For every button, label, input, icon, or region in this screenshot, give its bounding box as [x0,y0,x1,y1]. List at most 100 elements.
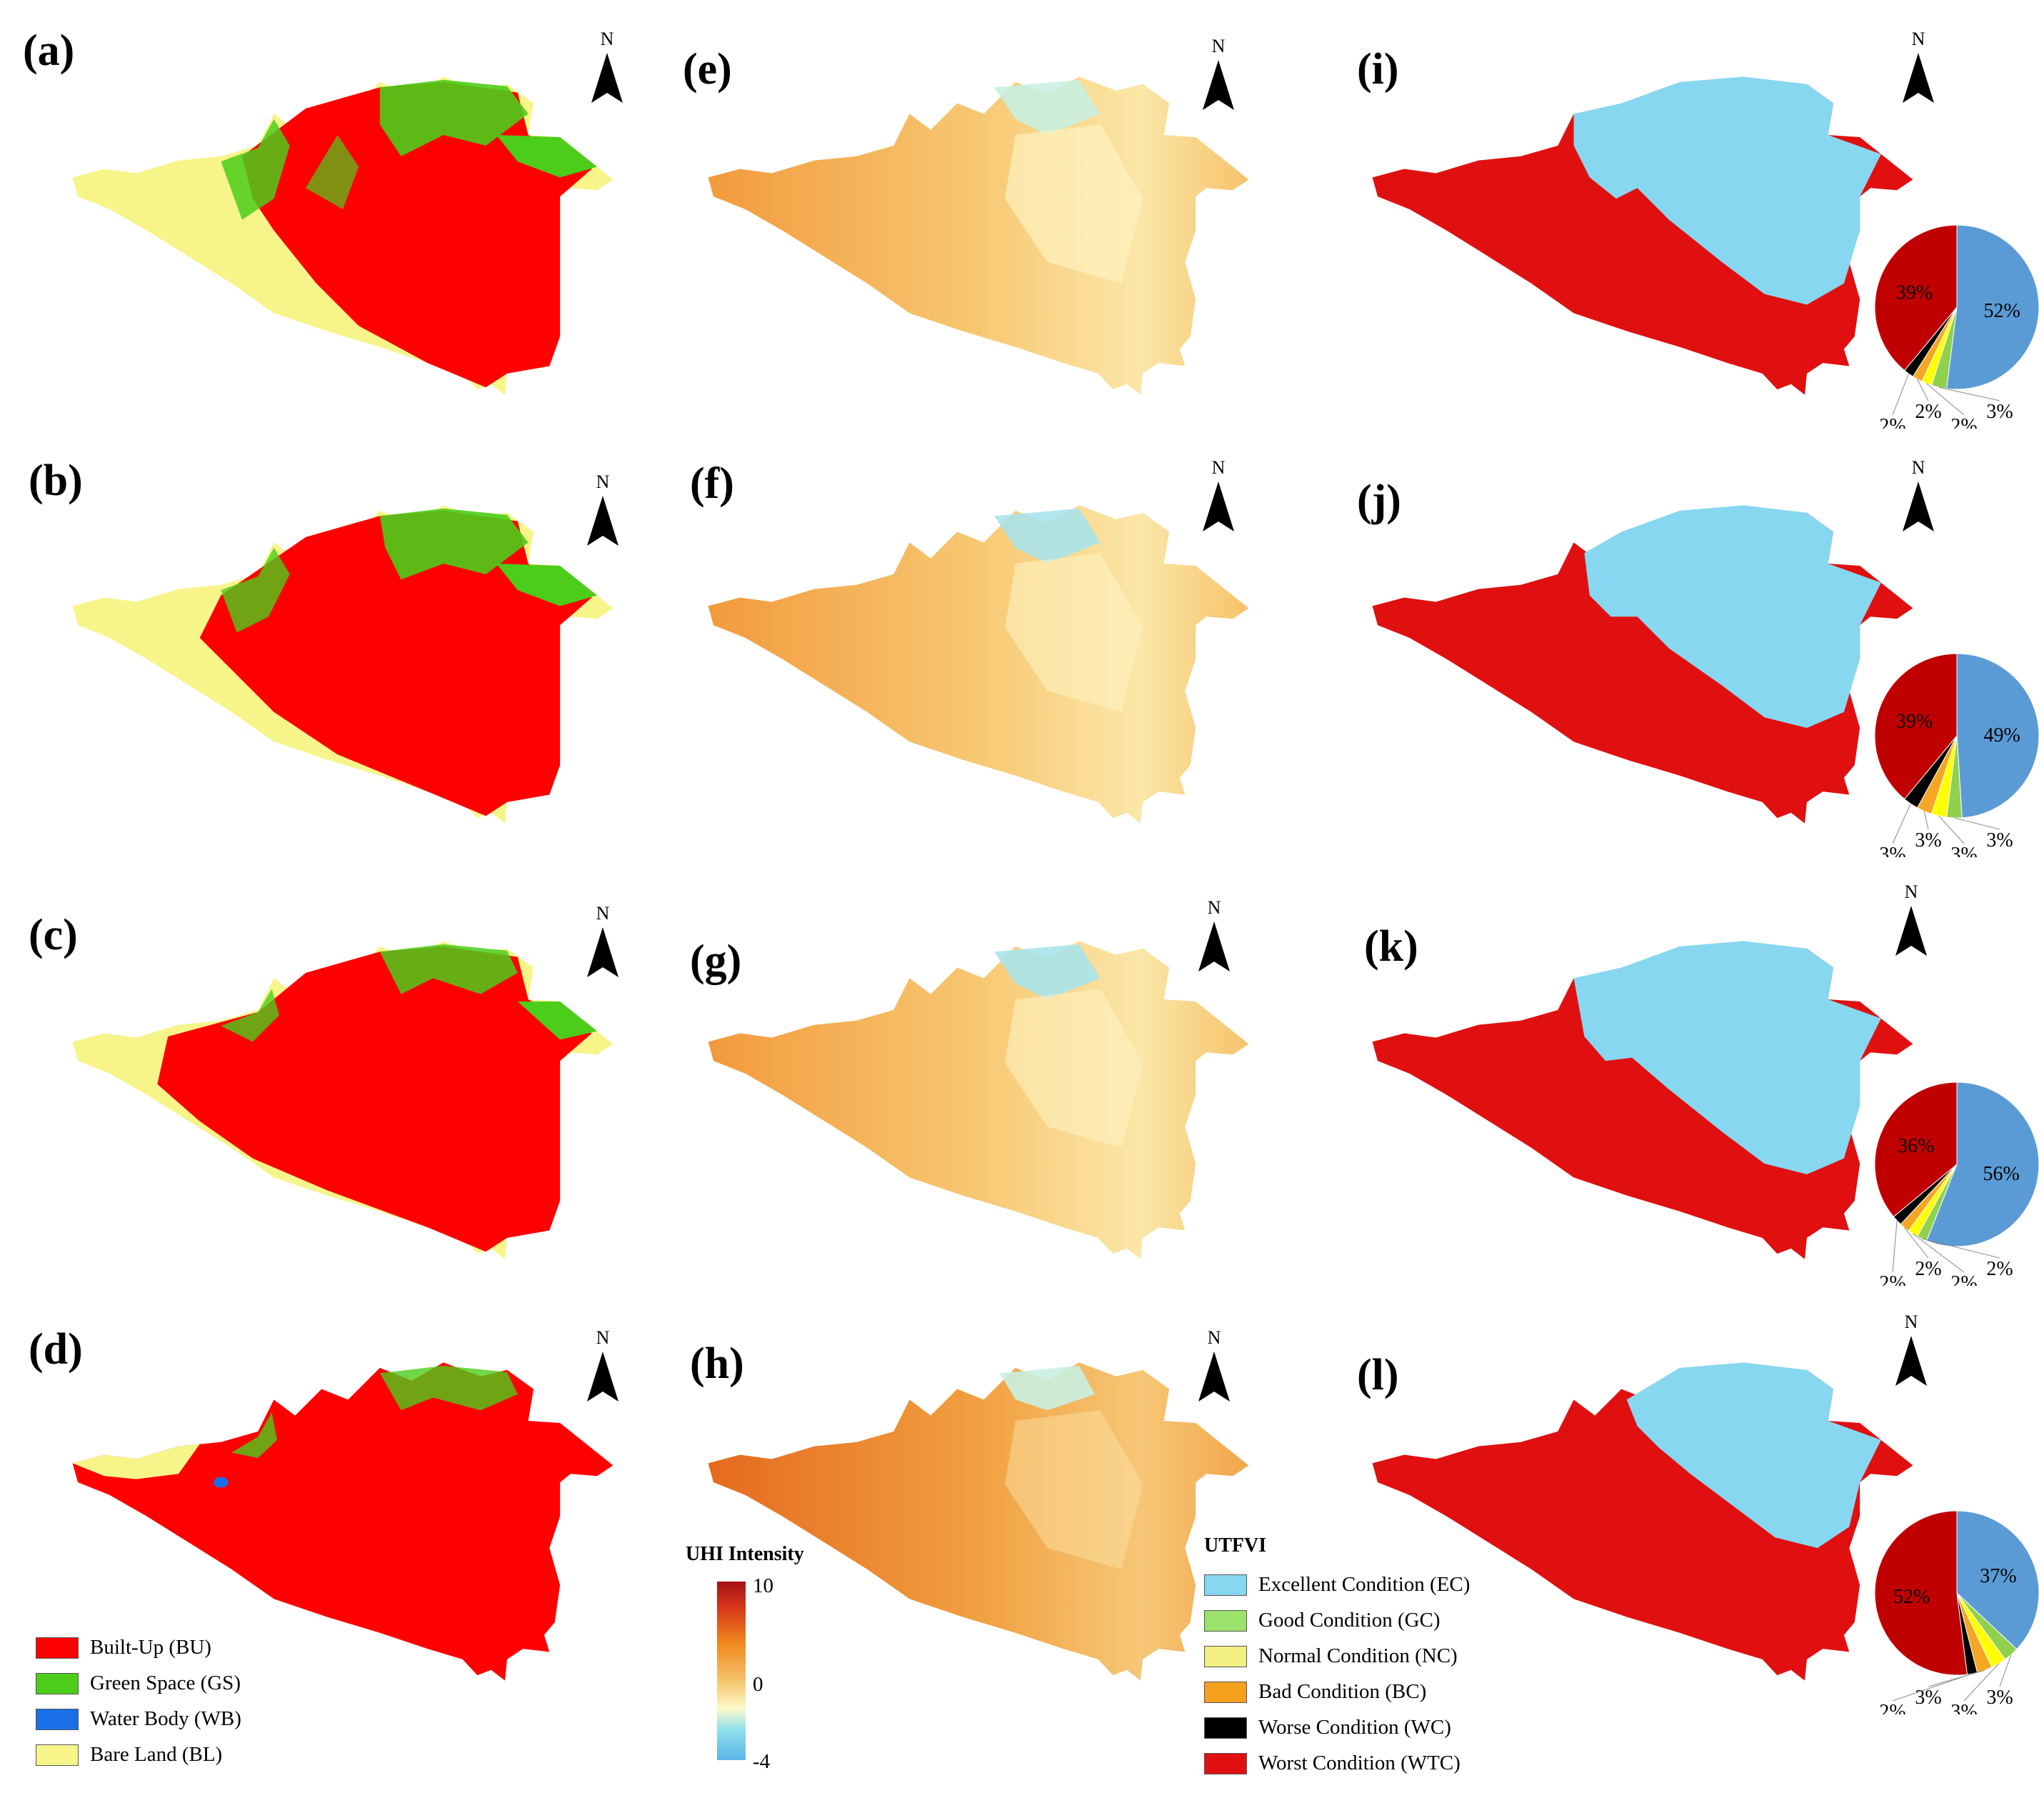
panel-label-l: (l) [1357,1351,1399,1399]
pie-slice-ec [1946,224,2040,390]
panel-label-g: (g) [690,937,742,985]
legend-swatch [1204,1681,1247,1703]
legend-item: Green Space (GS) [36,1672,241,1695]
legend-item: Worse Condition (WC) [1204,1716,1451,1739]
legend-swatch [36,1708,79,1730]
uhi-map-g [708,941,1249,1259]
pie-pct-label: 39% [1896,282,1933,304]
pie-leader-line [1892,1220,1898,1273]
north-arrow-icon: N [1197,457,1240,536]
legend-label: Water Body (WB) [90,1707,241,1730]
legend-swatch [36,1744,79,1766]
north-arrow-icon: N [1197,36,1240,114]
utfvi-map-j [1372,505,1913,824]
lulc-map-d [72,1362,613,1681]
pie-leader-line [1938,386,2000,401]
pie-leader-line [1938,815,1965,844]
pie-pct-label: 36% [1898,1135,1934,1157]
north-arrow-icon: N [586,29,628,107]
legend-label: Good Condition (GC) [1258,1609,1441,1632]
pie-leader-line [1954,817,2000,830]
pie-pct-label: 2% [1915,401,1941,423]
north-arrow-icon: N [581,1327,624,1406]
pie-slice-wtc [1874,1082,1958,1218]
legend-label: Normal Condition (NC) [1258,1644,1458,1667]
legend-swatch [1204,1609,1247,1632]
pie-leader-line [1892,373,1909,416]
pie-slice-ec [1956,653,2040,819]
pie-pct-label: 2% [1879,415,1905,429]
pie-pct-label: 56% [1983,1163,2019,1185]
legend-swatch [36,1672,79,1694]
pie-pct-label: 2% [1879,1701,1905,1714]
north-arrow-icon: N [1890,1312,1933,1390]
pie-leader-line [1917,379,1929,401]
legend-label: Excellent Condition (EC) [1258,1573,1471,1596]
pie-leader-line [1921,1238,2000,1259]
uhi-mid-label: 0 [753,1673,763,1696]
utfvi-pie-chart-k: 56% 2% 2% 2% 2% 36% [1874,1082,2040,1286]
legend-swatch [1204,1574,1247,1596]
pie-pct-label: 2% [1950,415,1977,429]
legend-label: Bad Condition (BC) [1258,1680,1427,1703]
lulc-map-c [72,941,613,1259]
pie-pct-label: 52% [1893,1586,1930,1608]
pie-pct-label: 2% [1879,1272,1905,1286]
panel-label-h: (h) [690,1339,744,1388]
north-arrow-icon: N [581,471,624,550]
panel-label-f: (f) [690,459,734,508]
legend-item: Bare Land (BL) [36,1743,222,1767]
legend-item: Normal Condition (NC) [1204,1644,1458,1668]
panel-label-b: (b) [29,456,83,505]
uhi-map-e [708,76,1249,395]
lulc-map-b [72,505,613,824]
north-arrow-icon: N [1193,1327,1236,1406]
pie-pct-label: 37% [1980,1565,2016,1587]
pie-pct-label: 2% [1986,1258,2013,1280]
legend-item: Excellent Condition (EC) [1204,1573,1470,1597]
pie-pct-label: 3% [1950,844,1977,857]
pie-slice-wtc [1874,1510,1968,1676]
pie-slice-wtc [1874,224,1958,371]
legend-label: Bare Land (BL) [90,1743,223,1766]
legend-item: Worst Condition (WTC) [1204,1752,1461,1775]
pie-leader-line [1923,811,1929,830]
legend-label: Built-Up (BU) [90,1636,211,1659]
pie-pct-label: 39% [1896,711,1933,733]
uhi-max-label: 10 [753,1574,773,1597]
pie-pct-label: 3% [1915,829,1941,851]
uhi-colorbar [717,1582,746,1760]
north-arrow-icon: N [581,903,624,982]
legend-label: Worse Condition (WC) [1258,1716,1451,1739]
legend-swatch [1204,1645,1247,1667]
pie-pct-label: 3% [1986,829,2013,851]
panel-label-k: (k) [1364,922,1418,971]
pie-slice-ec [1956,1510,2040,1650]
legend-label: Worst Condition (WTC) [1258,1752,1461,1774]
utfvi-map-i [1372,76,1913,395]
pie-pct-label: 3% [1950,1701,1977,1714]
pie-pct-label: 3% [1986,401,2013,423]
pie-slice-ec [1926,1082,2040,1247]
pie-leader-line [1926,383,1965,416]
legend-item: Bad Condition (BC) [1204,1680,1426,1704]
lulc-map-a [72,76,613,395]
north-arrow-icon: N [1897,457,1940,536]
uhi-map-h [708,1362,1249,1681]
panel-label-d: (d) [29,1325,83,1374]
pie-pct-label: 2% [1950,1272,1977,1286]
panel-label-j: (j) [1357,476,1401,525]
utfvi-legend-title: UTFVI [1204,1534,1267,1557]
pie-pct-label: 3% [1915,1687,1941,1709]
legend-item: Good Condition (GC) [1204,1609,1441,1632]
utfvi-map-l [1372,1362,1913,1681]
pie-leader-line [1928,1669,1985,1687]
utfvi-pie-chart-i: 52% 3% 2% 2% 2% 39% [1874,224,2040,429]
pie-leader-line [1904,1227,1929,1259]
uhi-map-f [708,505,1249,824]
north-arrow-icon: N [1897,29,1940,107]
panel-label-a: (a) [23,26,75,75]
pie-leader-line [1999,1654,2012,1687]
panel-label-i: (i) [1357,45,1399,94]
utfvi-map-k [1372,941,1913,1259]
